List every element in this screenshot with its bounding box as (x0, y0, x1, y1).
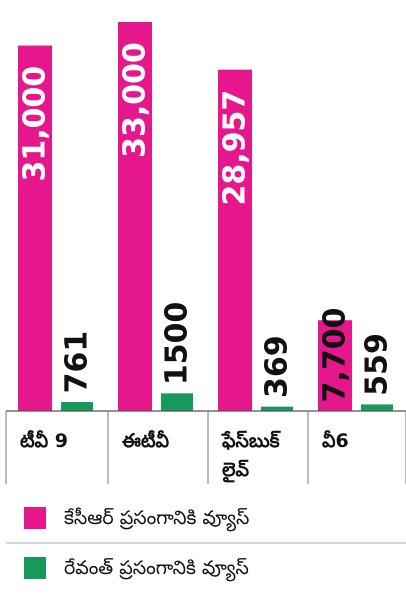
category-label-3-line-2: లైవ్ (222, 459, 249, 483)
category-label-2: ఈటీవీ (122, 430, 170, 452)
legend: కేసీఆర్ ప్రసంగానికి వ్యూస్ రేవంత్ ప్రసంగా… (6, 507, 406, 582)
bar-s2-3 (261, 406, 293, 411)
bar-s1-3 (218, 69, 252, 412)
category-grid (5, 410, 406, 484)
bar-s1-4 (318, 320, 352, 411)
value-label-s1-2: 33,000 (118, 42, 153, 158)
value-label-s1-3: 28,957 (218, 90, 253, 206)
bar-s2-1 (61, 402, 93, 411)
value-label-s1-4: 7,700 (318, 308, 353, 403)
value-label-s2-4: 559 (360, 333, 395, 396)
value-label-s2-3: 369 (260, 335, 295, 398)
bar-s1-1 (18, 45, 52, 412)
legend-label-1: కేసీఆర్ ప్రసంగానికి వ్యూస్ (64, 507, 249, 532)
value-label-s2-2: 1500 (160, 302, 195, 386)
bars-layer: 31,000 33,000 28,957 7,700 761 1500 369 559 (18, 22, 395, 412)
legend-swatch-1 (24, 507, 46, 529)
category-label-1: టీవీ 9 (20, 430, 68, 452)
bar-s2-4 (361, 404, 393, 411)
legend-swatch-2 (24, 557, 46, 579)
category-label-3-line-1: ఫేస్‌బుక్ (221, 430, 282, 452)
bar-s1-2 (118, 22, 152, 411)
value-label-s2-1: 761 (60, 331, 95, 394)
category-label-4: వీ6 (322, 430, 349, 452)
bar-s2-2 (161, 393, 193, 411)
category-labels: టీవీ 9 ఈటీవీ ఫేస్‌బుక్ లైవ్ వీ6 (20, 430, 349, 483)
legend-label-2: రేవంత్ ప్రసంగానికి వ్యూస్ (64, 557, 249, 582)
value-label-s1-1: 31,000 (18, 66, 53, 182)
